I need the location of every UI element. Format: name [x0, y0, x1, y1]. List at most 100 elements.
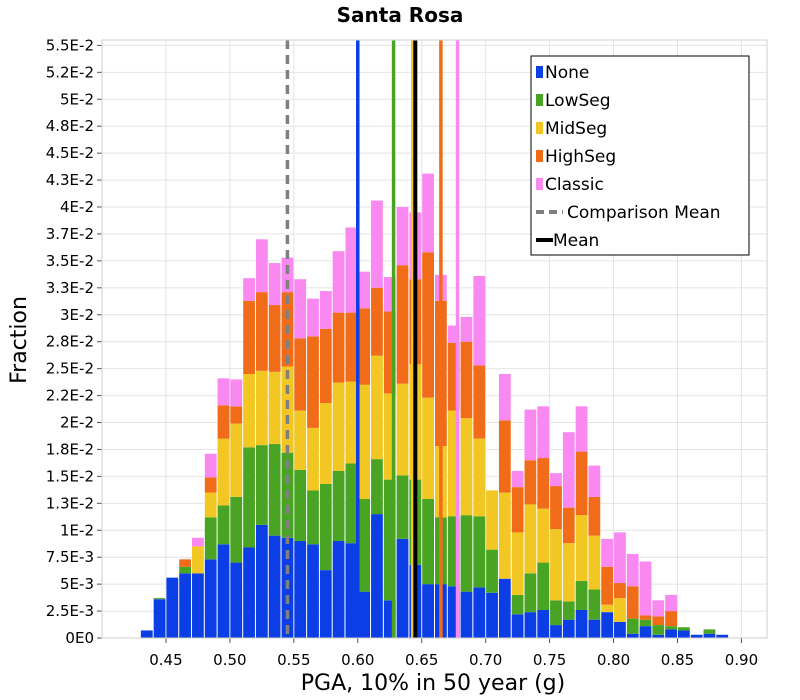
y-tick-label: 3E-2 — [60, 306, 94, 324]
bar-midseg — [294, 410, 307, 470]
bar-highseg — [550, 486, 562, 530]
bar-none — [217, 544, 230, 638]
x-tick-label: 0.90 — [725, 651, 758, 669]
legend-label-none: None — [545, 63, 589, 83]
bar-highseg — [575, 451, 588, 516]
bar-highseg — [345, 312, 358, 382]
bar-lowseg — [486, 549, 498, 593]
y-axis-label: Fraction — [7, 296, 32, 384]
bar-none — [652, 634, 665, 638]
bar-none — [588, 619, 601, 638]
bar-highseg — [524, 460, 537, 505]
bar-lowseg — [396, 475, 409, 539]
bar-lowseg — [677, 627, 690, 631]
bar-lowseg — [230, 496, 243, 563]
bar-midseg — [473, 438, 486, 517]
y-axis-ticks: 0E0 2.5E-3 5E-3 7.5E-3 1E-2 1.3E-2 1.5E-2 1.8E-… — [46, 36, 102, 647]
bar-none — [153, 599, 166, 638]
bar-highseg — [665, 611, 677, 627]
bar-lowseg — [562, 601, 575, 620]
bar-midseg — [204, 492, 217, 518]
bar-highseg — [601, 566, 614, 605]
bar-lowseg — [243, 447, 255, 548]
bar-lowseg — [383, 479, 396, 601]
bar-lowseg — [294, 469, 307, 542]
bar-none — [716, 634, 729, 638]
bar-classic — [204, 453, 217, 478]
bar-none — [204, 559, 217, 638]
y-tick-label: 1.5E-2 — [46, 467, 94, 485]
legend-swatch-highseg — [536, 150, 543, 162]
y-tick-label: 3.5E-2 — [46, 252, 94, 270]
bar-none — [614, 621, 626, 638]
bar-none — [255, 524, 268, 638]
y-tick-label: 0E0 — [65, 629, 94, 647]
bar-lowseg — [537, 562, 550, 610]
bar-lowseg — [511, 594, 524, 615]
legend-label-midseg: MidSeg — [545, 119, 607, 139]
bar-none — [460, 591, 473, 638]
bar-none — [422, 584, 434, 638]
bar-classic — [575, 406, 588, 452]
bar-lowseg — [665, 626, 677, 630]
bar-highseg — [422, 252, 434, 398]
bar-highseg — [243, 300, 255, 375]
bar-classic — [396, 207, 409, 266]
y-tick-label: 1.8E-2 — [46, 440, 94, 458]
bar-classic — [307, 298, 319, 337]
bar-midseg — [614, 598, 626, 622]
bar-highseg — [396, 265, 409, 384]
bar-midseg — [511, 532, 524, 595]
bar-lowseg — [588, 589, 601, 620]
bar-midseg — [243, 374, 255, 448]
bar-classic — [281, 257, 294, 293]
bar-none — [179, 573, 192, 638]
y-tick-label: 2.5E-2 — [46, 360, 94, 378]
bar-none — [690, 634, 703, 638]
bar-highseg — [179, 559, 192, 567]
bar-classic — [524, 409, 537, 461]
bar-classic — [192, 537, 204, 547]
x-tick-label: 0.70 — [469, 651, 502, 669]
bar-midseg — [550, 529, 562, 601]
bar-none — [268, 535, 281, 638]
bar-none — [626, 633, 639, 638]
bar-classic — [537, 406, 550, 459]
bar-midseg — [192, 546, 204, 574]
bar-none — [575, 609, 588, 638]
x-tick-label: 0.45 — [149, 651, 182, 669]
bar-classic — [601, 538, 614, 567]
y-tick-label: 4.5E-2 — [46, 144, 94, 162]
bar-highseg — [639, 615, 652, 620]
bar-midseg — [230, 423, 243, 497]
bar-none — [140, 630, 153, 638]
bar-highseg — [537, 458, 550, 509]
bar-lowseg — [447, 516, 460, 587]
bar-none — [230, 562, 243, 638]
bar-highseg — [652, 616, 665, 626]
bar-midseg — [255, 370, 268, 446]
bar-highseg — [255, 292, 268, 371]
legend-label-highseg: HighSeg — [545, 147, 616, 167]
bar-highseg — [511, 487, 524, 533]
x-tick-label: 0.85 — [661, 651, 694, 669]
bar-lowseg — [473, 516, 486, 588]
bar-none — [677, 630, 690, 638]
bar-lowseg — [460, 515, 473, 592]
bar-highseg — [358, 308, 371, 385]
bar-midseg — [332, 382, 345, 471]
x-tick-label: 0.50 — [213, 651, 246, 669]
bar-lowseg — [255, 445, 268, 525]
bar-classic — [383, 277, 396, 312]
bar-classic — [460, 316, 473, 342]
bar-none — [332, 541, 345, 638]
bar-classic — [639, 561, 652, 616]
bar-midseg — [319, 403, 332, 484]
y-tick-label: 7.5E-3 — [46, 548, 94, 566]
bar-classic — [588, 465, 601, 497]
bar-none — [703, 633, 716, 638]
bar-classic — [422, 173, 434, 253]
bar-highseg — [614, 583, 626, 599]
y-tick-label: 5.2E-2 — [46, 63, 94, 81]
